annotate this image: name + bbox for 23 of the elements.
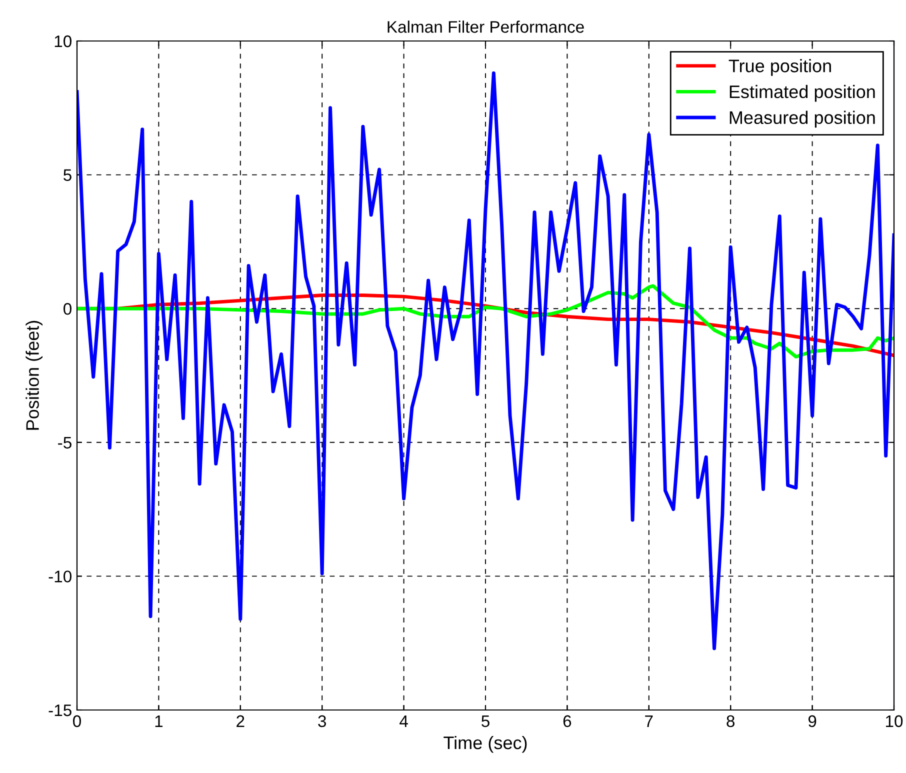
legend-label: Estimated position xyxy=(730,84,875,102)
y-axis-title: Position (feet) xyxy=(26,320,42,430)
x-tick-label: 5 xyxy=(482,715,490,728)
x-tick-label: 7 xyxy=(645,715,653,727)
x-tick-label: 2 xyxy=(236,715,244,727)
chart-title: Kalman Filter Performance xyxy=(388,20,584,33)
y-tick-label: -15 xyxy=(48,704,72,716)
y-tick-label: -10 xyxy=(48,570,72,582)
x-tick-label: 6 xyxy=(563,715,572,728)
x-tick-label: 8 xyxy=(726,715,735,728)
x-axis-title: Time (sec) xyxy=(444,736,527,753)
y-tick-label: 0 xyxy=(64,303,72,315)
y-tick-label: -5 xyxy=(58,436,72,449)
x-tick-label: 4 xyxy=(400,715,408,727)
y-tick-label: 5 xyxy=(64,169,72,182)
y-tick-label: 10 xyxy=(54,35,72,48)
x-tick-label: 9 xyxy=(808,715,816,728)
legend-label: True position xyxy=(728,59,831,76)
x-tick-label: 1 xyxy=(155,715,163,727)
x-tick-label: 10 xyxy=(886,715,903,728)
legend-label: Measured position xyxy=(730,110,875,128)
x-tick-label: 3 xyxy=(318,715,326,728)
x-tick-label: 0 xyxy=(73,715,81,728)
